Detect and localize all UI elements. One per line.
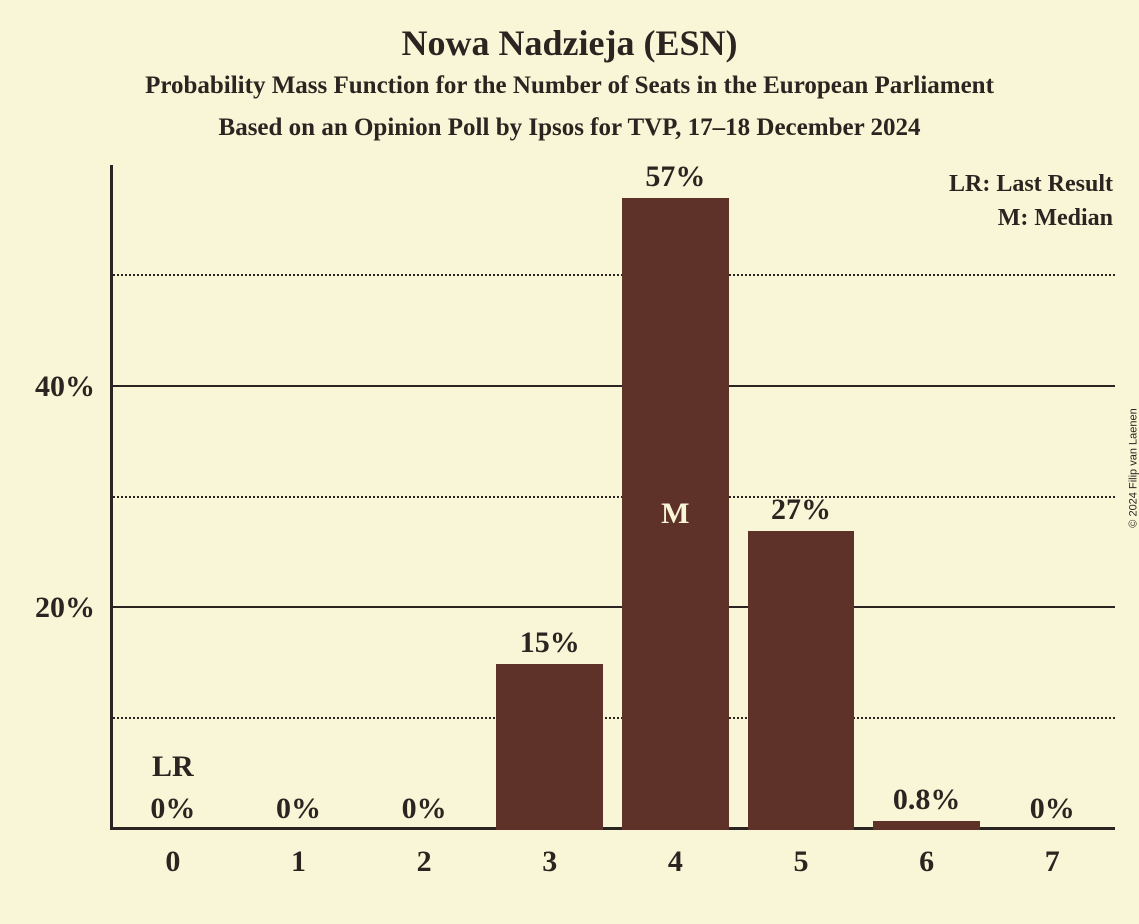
- x-tick-label: 5: [793, 845, 808, 879]
- median-marker: M: [661, 497, 689, 531]
- y-axis: [110, 165, 113, 830]
- legend-median: M: Median: [998, 205, 1113, 232]
- bar-value-label: 27%: [771, 493, 831, 527]
- x-tick-label: 3: [542, 845, 557, 879]
- copyright-text: © 2024 Filip van Laenen: [1127, 408, 1139, 527]
- x-tick-label: 0: [165, 845, 180, 879]
- x-tick-label: 1: [291, 845, 306, 879]
- gridline: [110, 385, 1115, 387]
- bar: [496, 664, 603, 830]
- lr-annotation: LR: [152, 750, 194, 784]
- y-tick-label: 40%: [35, 370, 95, 404]
- plot-area: 20%40%00%LR10%20%315%457%M527%60.8%70%LR…: [110, 165, 1115, 830]
- bar: [748, 531, 855, 830]
- bar-value-label: 0%: [1030, 792, 1075, 826]
- bar-value-label: 15%: [520, 626, 580, 660]
- x-tick-label: 4: [668, 845, 683, 879]
- chart-container: Nowa Nadzieja (ESN) Probability Mass Fun…: [0, 0, 1139, 924]
- chart-subtitle-1: Probability Mass Function for the Number…: [0, 72, 1139, 100]
- gridline: [110, 274, 1115, 276]
- gridline: [110, 496, 1115, 498]
- bar-value-label: 0%: [402, 792, 447, 826]
- legend-lr: LR: Last Result: [949, 171, 1113, 198]
- chart-title: Nowa Nadzieja (ESN): [0, 22, 1139, 64]
- x-tick-label: 7: [1045, 845, 1060, 879]
- bar: [873, 821, 980, 830]
- y-tick-label: 20%: [35, 591, 95, 625]
- gridline: [110, 606, 1115, 608]
- gridline: [110, 717, 1115, 719]
- bar-value-label: 0.8%: [893, 783, 961, 817]
- chart-subtitle-2: Based on an Opinion Poll by Ipsos for TV…: [0, 114, 1139, 142]
- bar-value-label: 0%: [276, 792, 321, 826]
- x-tick-label: 6: [919, 845, 934, 879]
- bar-value-label: 0%: [150, 792, 195, 826]
- x-tick-label: 2: [417, 845, 432, 879]
- bar-value-label: 57%: [645, 160, 705, 194]
